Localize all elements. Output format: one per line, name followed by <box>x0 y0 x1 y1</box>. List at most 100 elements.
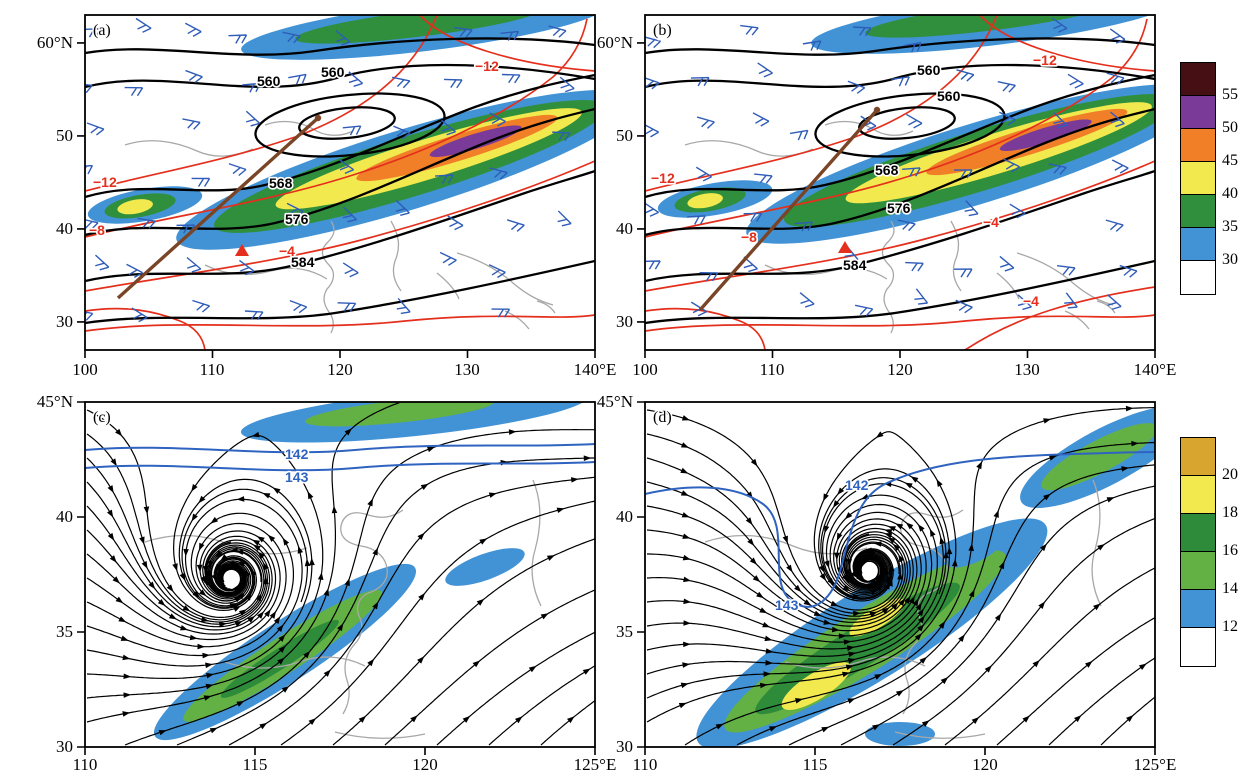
y-tick: 45°N <box>596 392 633 411</box>
y-tick: 40 <box>616 219 633 238</box>
axis-ticks <box>77 42 596 358</box>
svg-text:560: 560 <box>937 88 961 104</box>
temperature-contour-labels: −12 −12 −8 −4 <box>87 56 500 260</box>
svg-text:−4: −4 <box>1023 293 1039 309</box>
colorbar-segment <box>1181 162 1215 195</box>
svg-text:−12: −12 <box>93 174 117 190</box>
colorbar-wind-speed-lower <box>1180 437 1216 667</box>
y-tick: 40 <box>616 507 633 526</box>
streamlines <box>86 402 595 746</box>
svg-text:−4: −4 <box>983 214 999 230</box>
streamlines <box>646 405 1155 746</box>
colorbar-segment <box>1181 129 1215 162</box>
colorbar-tick: 12 <box>1222 618 1238 635</box>
temperature-contour-labels: −12 −12 −8 −4 −4 <box>649 50 1058 310</box>
svg-text:142: 142 <box>845 477 869 493</box>
coastlines-borders <box>144 479 542 739</box>
svg-text:−8: −8 <box>89 222 105 238</box>
blue-contours <box>645 451 1155 608</box>
overlay-marks <box>116 114 322 300</box>
colorbar-tick: 40 <box>1222 185 1238 202</box>
y-tick: 60°N <box>596 33 633 52</box>
colorbar-tick: 30 <box>1222 251 1238 268</box>
colorbar-segment <box>1181 438 1215 476</box>
colorbar-tick: 55 <box>1222 86 1238 103</box>
colorbar-tick: 14 <box>1222 580 1238 597</box>
y-tick: 30 <box>56 312 73 331</box>
svg-text:568: 568 <box>269 175 293 191</box>
x-tick: 120 <box>327 360 353 379</box>
svg-text:−12: −12 <box>475 58 499 74</box>
x-tick: 120 <box>887 360 913 379</box>
x-tick: 130 <box>454 360 480 379</box>
colorbar-wind-speed-upper <box>1180 62 1216 295</box>
y-tick: 60°N <box>36 33 73 52</box>
svg-text:143: 143 <box>775 597 799 613</box>
colorbar-segment <box>1181 552 1215 590</box>
svg-text:−12: −12 <box>1033 52 1057 68</box>
y-tick: 40 <box>56 507 73 526</box>
panel-d-map: 142 143 (d) <box>637 401 1156 755</box>
cross-section-endpoint <box>873 106 881 114</box>
colorbar-segment <box>1181 261 1215 294</box>
wind-barbs <box>645 17 1138 317</box>
cross-section-line <box>698 108 879 312</box>
x-tick: 100 <box>632 360 658 379</box>
x-tick: 100 <box>72 360 98 379</box>
svg-text:576: 576 <box>887 200 911 216</box>
temperature-contours-extra <box>964 286 1155 350</box>
svg-text:568: 568 <box>875 162 899 178</box>
y-tick: 45°N <box>36 392 73 411</box>
panel-a-map: 560 560 568 576 584 −12 −12 −8 −4 (a) <box>77 14 596 358</box>
x-tick: 125°E <box>573 755 617 774</box>
panel-b-map: 560 560 568 576 584 −12 −12 −8 −4 −4 (b) <box>637 14 1156 358</box>
colorbar-tick: 20 <box>1222 466 1238 483</box>
colorbar-segment <box>1181 628 1215 666</box>
colorbar-segment <box>1181 476 1215 514</box>
colorbar-tick: 18 <box>1222 504 1238 521</box>
x-tick: 120 <box>412 755 438 774</box>
y-tick: 35 <box>56 622 73 641</box>
blue-contours <box>85 443 595 472</box>
x-tick: 140°E <box>573 360 617 379</box>
panel-letter: (c) <box>93 409 111 426</box>
svg-text:560: 560 <box>321 64 345 80</box>
wind-speed-shading <box>696 406 1155 747</box>
svg-text:142: 142 <box>285 446 309 462</box>
height-contours <box>85 37 595 325</box>
y-tick: 50 <box>616 126 633 145</box>
plot-frame <box>84 401 596 748</box>
axis-ticks <box>637 401 1156 755</box>
colorbar-segment <box>1181 96 1215 129</box>
overlay-marks <box>698 106 881 312</box>
colorbar-segment <box>1181 195 1215 228</box>
colorbar-tick: 35 <box>1222 218 1238 235</box>
wind-barbs <box>85 17 575 323</box>
colorbar-segment <box>1181 514 1215 552</box>
panel-letter: (a) <box>93 22 111 39</box>
blue-contour-labels: 142 143 <box>283 444 310 486</box>
station-triangle-marker <box>838 241 852 253</box>
y-tick: 30 <box>616 737 633 756</box>
height-contour-labels: 560 560 568 576 584 <box>255 62 346 271</box>
colorbar-tick: 45 <box>1222 152 1238 169</box>
x-tick: 115 <box>242 755 268 774</box>
x-tick: 110 <box>72 755 98 774</box>
panel-c-map: 142 143 (c) <box>77 401 596 755</box>
x-tick: 130 <box>1014 360 1040 379</box>
y-tick: 35 <box>616 622 633 641</box>
colorbar-tick: 16 <box>1222 542 1238 559</box>
svg-text:584: 584 <box>843 257 867 273</box>
x-tick: 110 <box>632 755 658 774</box>
x-tick: 120 <box>972 755 998 774</box>
x-tick: 115 <box>802 755 828 774</box>
x-tick: 125°E <box>1133 755 1177 774</box>
height-contour-labels: 560 560 568 576 584 <box>841 60 962 274</box>
svg-text:576: 576 <box>285 211 309 227</box>
svg-text:560: 560 <box>257 73 281 89</box>
panel-letter: (b) <box>653 22 672 39</box>
station-triangle-marker <box>235 244 249 256</box>
colorbar-tick: 50 <box>1222 119 1238 136</box>
svg-text:−12: −12 <box>651 170 675 186</box>
